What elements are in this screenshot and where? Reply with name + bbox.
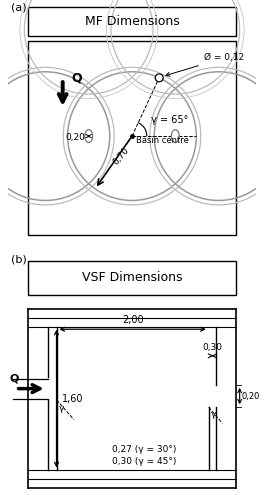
- Text: γ = 65°: γ = 65°: [150, 116, 188, 126]
- Text: 0,30 (γ = 45°): 0,30 (γ = 45°): [112, 457, 177, 466]
- Text: γ: γ: [59, 404, 64, 413]
- Text: Ø = 0,12: Ø = 0,12: [166, 54, 244, 76]
- Text: 0,70: 0,70: [111, 146, 131, 167]
- Text: (a): (a): [11, 2, 26, 12]
- Text: Q: Q: [10, 373, 19, 383]
- Ellipse shape: [85, 130, 93, 142]
- FancyBboxPatch shape: [28, 261, 236, 294]
- Text: Basin centre: Basin centre: [136, 136, 188, 145]
- Text: 1,60: 1,60: [62, 394, 83, 404]
- FancyBboxPatch shape: [28, 8, 236, 36]
- Text: MF Dimensions: MF Dimensions: [85, 16, 179, 28]
- Text: (b): (b): [11, 255, 26, 265]
- Text: 0,20: 0,20: [241, 392, 260, 400]
- Text: 0,20: 0,20: [65, 133, 85, 142]
- Ellipse shape: [155, 74, 163, 82]
- Text: VSF Dimensions: VSF Dimensions: [82, 272, 182, 284]
- Ellipse shape: [171, 130, 179, 142]
- Text: 0,30: 0,30: [202, 344, 223, 352]
- Text: 0,27 (γ = 30°): 0,27 (γ = 30°): [112, 444, 177, 454]
- FancyBboxPatch shape: [28, 41, 236, 235]
- Text: 2,00: 2,00: [122, 315, 143, 325]
- Text: Q: Q: [71, 72, 82, 85]
- Text: γ: γ: [211, 410, 216, 419]
